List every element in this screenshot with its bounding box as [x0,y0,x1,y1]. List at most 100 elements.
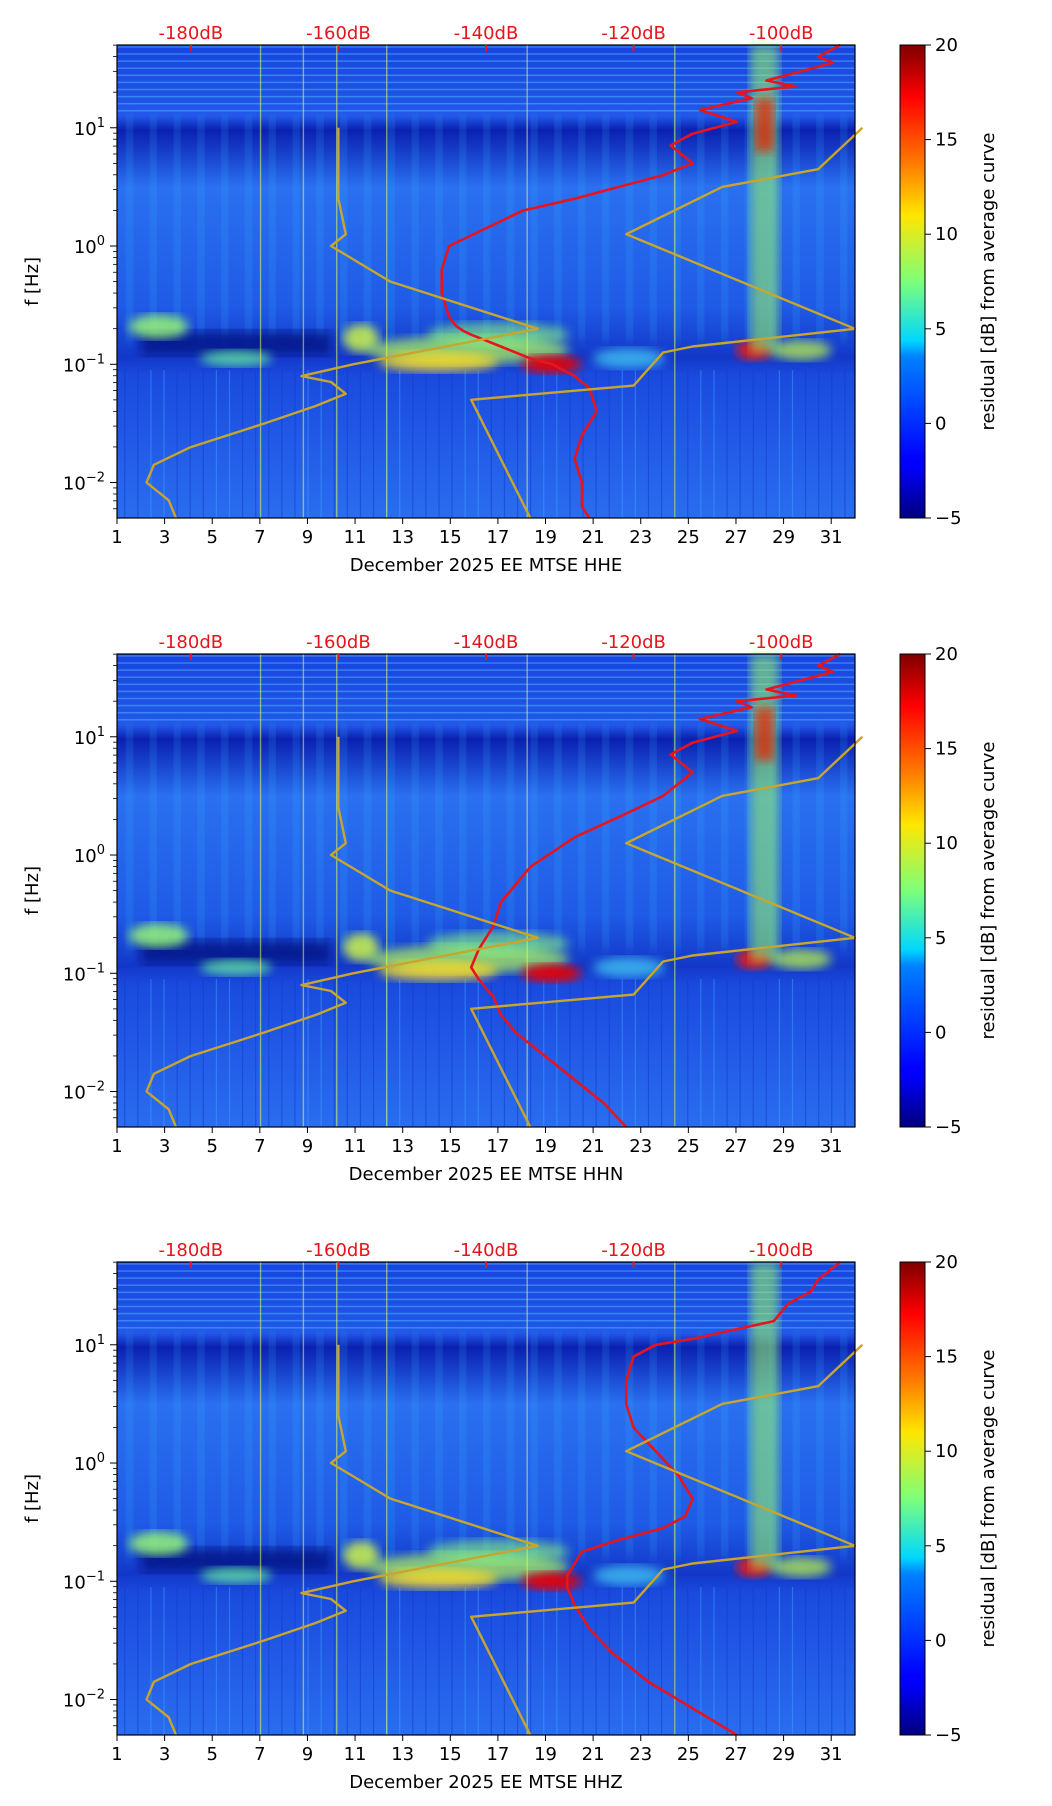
daily-column [531,115,538,341]
energy-band [771,1557,832,1578]
x-tick-label: 5 [206,1136,217,1157]
event-line [386,654,388,1127]
daily-column [721,1332,728,1558]
colorbar-label: residual [dB] from average curve [978,1349,999,1647]
energy-band [521,964,582,983]
daily-column [531,1332,538,1558]
energy-band [343,324,379,353]
daily-column [697,724,704,950]
daily-column [197,724,204,950]
energy-band [128,314,189,339]
y-tick-label: 10−2 [63,471,105,495]
colorbar-tick-label: 0 [935,1022,946,1043]
daily-column [221,1332,228,1558]
x-tick-label: 9 [302,1136,313,1157]
colorbar-tick-label: 0 [935,1630,946,1651]
top-db-label: -120dB [601,1240,666,1261]
colorbar-tick-label: −5 [935,508,962,529]
daily-column [150,115,157,341]
daily-column [602,724,609,950]
top-db-label: -140dB [454,632,519,653]
x-tick-label: 19 [534,1136,557,1157]
top-db-label: -180dB [158,23,223,44]
top-db-label: -100dB [749,632,814,653]
daily-column [840,115,847,341]
x-tick-label: 9 [302,527,313,548]
colorbar-tick-label: 5 [935,1536,946,1557]
event-line [259,45,262,518]
energy-band [521,1572,582,1591]
daily-column [126,1332,133,1558]
daily-column [745,115,752,341]
x-tick-label: 15 [439,527,462,548]
daily-column [816,115,823,341]
x-tick-label: 3 [159,1136,170,1157]
x-tick-label: 13 [391,1136,414,1157]
y-tick-label: 101 [74,1333,105,1357]
daily-column [578,724,585,950]
y-tick-label: 100 [74,234,105,258]
daily-column [745,724,752,950]
x-tick-label: 15 [439,1136,462,1157]
daily-column [316,1332,323,1558]
x-tick-label: 31 [820,1136,843,1157]
energy-band [378,351,498,372]
y-axis-label: f [Hz] [22,257,43,306]
daily-column [245,115,252,341]
energy-band [343,1541,379,1570]
colorbar-tick-label: 5 [935,928,946,949]
x-tick-label: 15 [439,1744,462,1765]
energy-band [426,322,570,347]
x-axis-label: December 2025 EE MTSE HHN [349,1164,624,1185]
daily-column [412,115,419,341]
energy-band [593,957,665,978]
x-tick-label: 25 [677,1136,700,1157]
daily-column [126,115,133,341]
daily-column [674,1332,681,1558]
y-tick-label: 10−2 [63,1080,105,1104]
colorbar-tick-label: −5 [935,1117,962,1138]
daily-column [388,1332,395,1558]
daily-column [364,1332,371,1558]
daily-column [816,724,823,950]
event-line [302,654,305,1127]
x-tick-label: 17 [486,1136,509,1157]
daily-column [221,724,228,950]
colorbar-label: residual [dB] from average curve [978,132,999,430]
x-tick-label: 21 [582,1136,605,1157]
x-tick-label: 17 [486,1744,509,1765]
event-line [674,45,676,518]
colorbar-label: residual [dB] from average curve [978,741,999,1039]
daily-column [316,115,323,341]
daily-column [626,1332,633,1558]
event-line [259,1262,262,1735]
daily-column [174,724,181,950]
average-noise-curve [565,1260,842,1737]
x-tick-label: 11 [344,527,367,548]
daily-column [436,1332,443,1558]
daily-column [721,724,728,950]
daily-column [555,115,562,341]
daily-column [126,724,133,950]
x-tick-label: 9 [302,1744,313,1765]
x-tick-label: 29 [772,527,795,548]
x-tick-label: 3 [159,527,170,548]
daily-column [650,1332,657,1558]
daily-column [793,724,800,950]
daily-column [269,115,276,341]
top-db-label: -160dB [306,632,371,653]
top-db-label: -180dB [158,1240,223,1261]
daily-column [531,724,538,950]
average-noise-curve [469,652,841,1128]
high-noise-model-curve [470,126,864,519]
x-tick-label: 5 [206,527,217,548]
daily-column [388,724,395,950]
daily-column [245,1332,252,1558]
daily-column [840,1332,847,1558]
event-line [386,1262,388,1735]
x-tick-label: 7 [254,1136,265,1157]
